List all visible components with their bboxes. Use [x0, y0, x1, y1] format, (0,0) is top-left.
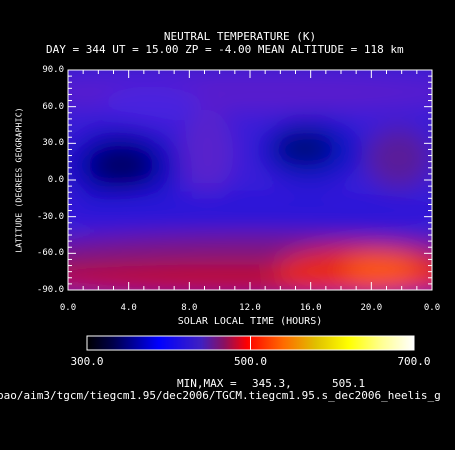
colorbar-tick-label: 500.0	[233, 355, 268, 368]
min-value: 345.3,	[252, 377, 292, 390]
colorbar	[86, 335, 415, 351]
colorbar-tick-label: 700.0	[397, 355, 431, 368]
chart-subtitle: DAY = 344 UT = 15.00 ZP = -4.00 MEAN ALT…	[46, 43, 404, 56]
heatmap-field	[68, 70, 432, 290]
x-tick-label: 0.0	[59, 303, 77, 313]
x-tick-label: 8.0	[181, 303, 198, 313]
y-tick-label: 30.0	[42, 138, 64, 149]
minmax-label: MIN,MAX =	[177, 377, 237, 390]
file-path: pao/aim3/tgcm/tiegcm1.95/dec2006/TGCM.ti…	[0, 389, 441, 402]
x-tick-label: 0.0	[423, 303, 441, 313]
y-tick-label: 0.0	[47, 175, 64, 185]
y-axis-label: LATITUDE (DEGREES GEOGRAPHIC)	[14, 107, 24, 253]
y-tick-label: -30.0	[36, 211, 64, 222]
plot-axes	[67, 69, 433, 291]
y-tick-label: 60.0	[42, 101, 64, 112]
y-tick-label: -60.0	[36, 248, 64, 259]
colorbar-tick-label: 300.0	[70, 355, 104, 368]
y-tick-label: 90.0	[42, 65, 64, 75]
x-tick-label: 12.0	[239, 303, 261, 313]
max-value: 505.1	[332, 377, 366, 390]
x-tick-label: 4.0	[120, 303, 137, 313]
x-axis-label: SOLAR LOCAL TIME (HOURS)	[177, 316, 323, 327]
x-tick-label: 20.0	[360, 303, 383, 313]
x-tick-label: 16.0	[299, 303, 322, 313]
chart-title: NEUTRAL TEMPERATURE (K)	[163, 30, 317, 43]
y-tick-label: -90.0	[36, 285, 64, 295]
